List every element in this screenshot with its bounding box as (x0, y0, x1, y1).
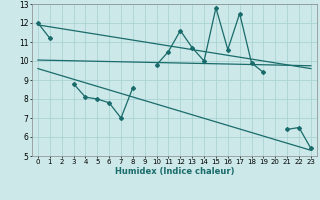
X-axis label: Humidex (Indice chaleur): Humidex (Indice chaleur) (115, 167, 234, 176)
